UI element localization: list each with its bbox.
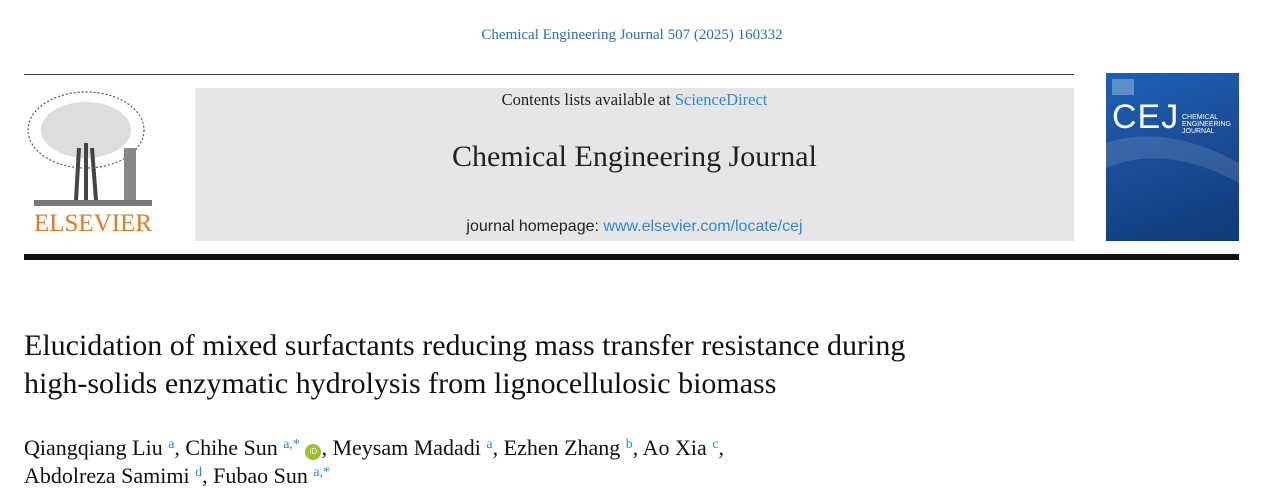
cover-title: CHEMICAL ENGINEERING JOURNAL <box>1182 114 1231 135</box>
cover-title-line: ENGINEERING <box>1182 121 1232 128</box>
author[interactable]: Fubao Sun a,* <box>213 463 331 488</box>
journal-header-band: Contents lists available at ScienceDirec… <box>195 88 1074 241</box>
affiliation-marker[interactable]: a <box>486 437 493 452</box>
author[interactable]: Chihe Sun a,* iD <box>185 435 322 460</box>
author[interactable]: Meysam Madadi a <box>332 435 493 460</box>
affiliation-marker[interactable]: c <box>712 437 719 452</box>
elsevier-logo: ELSEVIER <box>24 88 162 240</box>
cover-abbrev: CEJ <box>1112 98 1180 136</box>
affiliation-marker[interactable]: a,* <box>313 465 331 480</box>
divider <box>24 74 1074 75</box>
author[interactable]: Ao Xia c <box>642 435 719 460</box>
journal-name: Chemical Engineering Journal <box>452 140 817 173</box>
author[interactable]: Ezhen Zhang b <box>503 435 633 460</box>
journal-citation[interactable]: Chemical Engineering Journal 507 (2025) … <box>481 27 783 43</box>
orcid-icon[interactable]: iD <box>305 444 322 460</box>
author-list: Qiangqiang Liu a, Chihe Sun a,* iD, Meys… <box>24 435 724 488</box>
contents-prefix: Contents lists available at <box>501 90 675 109</box>
title-line: high-solids enzymatic hydrolysis from li… <box>24 367 777 400</box>
author[interactable]: Qiangqiang Liu a <box>24 435 175 460</box>
homepage-link[interactable]: www.elsevier.com/locate/cej <box>603 218 803 235</box>
cover-wave-graphic <box>1106 79 1239 183</box>
header-thick-rule <box>24 254 1239 260</box>
sciencedirect-link[interactable]: ScienceDirect <box>674 90 768 109</box>
journal-homepage: journal homepage: www.elsevier.com/locat… <box>195 218 1074 236</box>
affiliation-marker[interactable]: a <box>168 437 175 452</box>
journal-cover[interactable]: CEJ CHEMICAL ENGINEERING JOURNAL <box>1106 73 1239 241</box>
affiliation-marker[interactable]: d <box>195 465 203 480</box>
title-line: Elucidation of mixed surfactants reducin… <box>24 329 906 362</box>
affiliation-marker[interactable]: a,* <box>283 437 300 452</box>
homepage-prefix: journal homepage: <box>466 218 604 235</box>
elsevier-tree-icon <box>27 91 152 206</box>
article-title: Elucidation of mixed surfactants reducin… <box>24 327 1124 403</box>
author[interactable]: Abdolreza Samimi d <box>24 463 203 488</box>
affiliation-marker[interactable]: b <box>625 437 633 452</box>
contents-available: Contents lists available at ScienceDirec… <box>195 90 1074 110</box>
elsevier-wordmark: ELSEVIER <box>33 210 153 237</box>
cover-title-line: JOURNAL <box>1182 128 1215 135</box>
cover-title-line: CHEMICAL <box>1182 114 1219 121</box>
